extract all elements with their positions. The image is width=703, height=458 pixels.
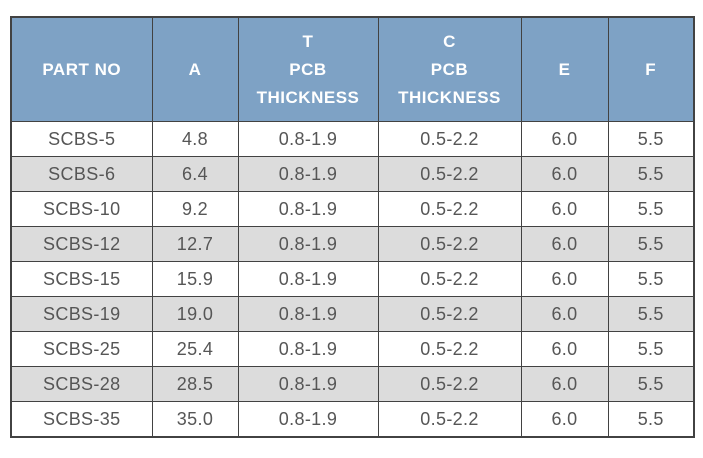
table-cell: SCBS-10 [10, 191, 153, 227]
table-cell: 5.5 [607, 121, 695, 157]
column-header: F [607, 16, 695, 122]
table-header-row: PART NO A T PCB THICKNESS C PCB THICKNESS E F [10, 16, 695, 122]
table-cell: SCBS-12 [10, 226, 153, 262]
table-row: SCBS-6 6.4 0.8-1.9 0.5-2.2 6.0 5.5 [10, 156, 695, 192]
table-cell: 0.8-1.9 [237, 156, 379, 192]
table-cell: 9.2 [151, 191, 239, 227]
table-row: SCBS-10 9.2 0.8-1.9 0.5-2.2 6.0 5.5 [10, 191, 695, 227]
table-cell: 15.9 [151, 261, 239, 297]
table-cell: SCBS-35 [10, 401, 153, 438]
column-header: PART NO [10, 16, 153, 122]
table-cell: 0.8-1.9 [237, 366, 379, 402]
table-cell: 5.5 [607, 331, 695, 367]
table-cell: 5.5 [607, 401, 695, 438]
table-cell: 5.5 [607, 226, 695, 262]
table-cell: 25.4 [151, 331, 239, 367]
table-cell: SCBS-28 [10, 366, 153, 402]
table-cell: 6.0 [520, 366, 609, 402]
table-cell: 0.5-2.2 [377, 121, 522, 157]
table-cell: 6.0 [520, 331, 609, 367]
table-cell: 4.8 [151, 121, 239, 157]
table-cell: SCBS-15 [10, 261, 153, 297]
table-cell: 12.7 [151, 226, 239, 262]
table-cell: 19.0 [151, 296, 239, 332]
table-cell: 0.8-1.9 [237, 191, 379, 227]
table-row: SCBS-35 35.0 0.8-1.9 0.5-2.2 6.0 5.5 [10, 401, 695, 438]
table-cell: 5.5 [607, 156, 695, 192]
table-cell: 5.5 [607, 261, 695, 297]
table-row: SCBS-15 15.9 0.8-1.9 0.5-2.2 6.0 5.5 [10, 261, 695, 297]
column-header: T PCB THICKNESS [237, 16, 379, 122]
table-cell: 5.5 [607, 366, 695, 402]
table-cell: 6.0 [520, 156, 609, 192]
column-header-line: PART NO [42, 59, 122, 79]
table-cell: 0.8-1.9 [237, 121, 379, 157]
table-cell: 0.5-2.2 [377, 156, 522, 192]
column-header-line: C [443, 31, 456, 51]
column-header-line: PCB [430, 59, 469, 79]
table-row: SCBS-25 25.4 0.8-1.9 0.5-2.2 6.0 5.5 [10, 331, 695, 367]
table-row: SCBS-19 19.0 0.8-1.9 0.5-2.2 6.0 5.5 [10, 296, 695, 332]
table-cell: SCBS-25 [10, 331, 153, 367]
table-row: SCBS-12 12.7 0.8-1.9 0.5-2.2 6.0 5.5 [10, 226, 695, 262]
table-cell: 6.0 [520, 226, 609, 262]
table-cell: 0.8-1.9 [237, 226, 379, 262]
table-cell: 6.0 [520, 296, 609, 332]
table-cell: 6.0 [520, 401, 609, 438]
table-cell: 0.5-2.2 [377, 191, 522, 227]
table-cell: SCBS-6 [10, 156, 153, 192]
table-cell: 0.5-2.2 [377, 226, 522, 262]
table-cell: 0.5-2.2 [377, 296, 522, 332]
column-header-line: E [558, 59, 571, 79]
column-header-line: F [645, 59, 657, 79]
column-header-line: PCB [289, 59, 327, 79]
table-cell: SCBS-5 [10, 121, 153, 157]
table-cell: 0.8-1.9 [237, 261, 379, 297]
table-row: SCBS-5 4.8 0.8-1.9 0.5-2.2 6.0 5.5 [10, 121, 695, 157]
column-header-line: THICKNESS [398, 87, 501, 107]
table-cell: 6.0 [520, 121, 609, 157]
column-header: E [520, 16, 609, 122]
table-cell: 0.8-1.9 [237, 296, 379, 332]
table-cell: SCBS-19 [10, 296, 153, 332]
column-header-line: A [188, 59, 202, 79]
table-row: SCBS-28 28.5 0.8-1.9 0.5-2.2 6.0 5.5 [10, 366, 695, 402]
column-header: C PCB THICKNESS [377, 16, 522, 122]
table-cell: 5.5 [607, 191, 695, 227]
table-cell: 6.0 [520, 261, 609, 297]
table-cell: 6.0 [520, 191, 609, 227]
table-cell: 6.4 [151, 156, 239, 192]
spec-table: PART NO A T PCB THICKNESS C PCB THICKNESS E F SCB… [10, 16, 695, 438]
table-cell: 0.8-1.9 [237, 401, 379, 438]
table-cell: 0.8-1.9 [237, 331, 379, 367]
column-header-line: THICKNESS [256, 87, 360, 107]
table-cell: 0.5-2.2 [377, 261, 522, 297]
table-cell: 0.5-2.2 [377, 331, 522, 367]
table-body: SCBS-5 4.8 0.8-1.9 0.5-2.2 6.0 5.5 SCBS-6 6.4 0.… [10, 121, 695, 438]
column-header-line: T [302, 31, 314, 51]
table-cell: 0.5-2.2 [377, 401, 522, 438]
table-cell: 28.5 [151, 366, 239, 402]
column-header: A [151, 16, 239, 122]
table-cell: 0.5-2.2 [377, 366, 522, 402]
table-cell: 5.5 [607, 296, 695, 332]
table-cell: 35.0 [151, 401, 239, 438]
table-header: PART NO A T PCB THICKNESS C PCB THICKNESS E F [10, 16, 695, 122]
